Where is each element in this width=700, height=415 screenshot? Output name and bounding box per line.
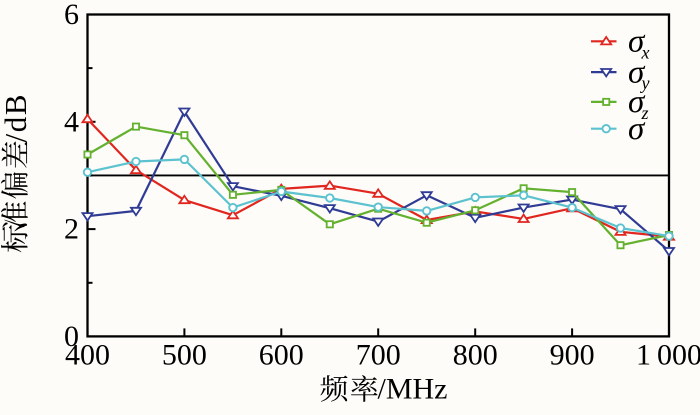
svg-text:z: z — [641, 103, 649, 123]
svg-text:700: 700 — [356, 339, 401, 372]
svg-text:0: 0 — [64, 320, 79, 353]
svg-text:400: 400 — [65, 339, 110, 372]
svg-text:4: 4 — [64, 105, 79, 138]
svg-text:800: 800 — [453, 339, 498, 372]
svg-text:900: 900 — [550, 339, 595, 372]
svg-text:x: x — [641, 42, 650, 62]
svg-text:σ: σ — [628, 54, 646, 90]
svg-text:/MHz: /MHz — [378, 373, 448, 406]
svg-text:σ: σ — [628, 24, 646, 60]
svg-text:500: 500 — [162, 339, 207, 372]
svg-text:2: 2 — [64, 213, 79, 246]
svg-text:/dB: /dB — [0, 93, 33, 143]
svg-text:σ: σ — [628, 84, 646, 120]
svg-text:y: y — [640, 73, 650, 93]
svg-text:6: 6 — [64, 0, 79, 31]
svg-text:1 000: 1 000 — [636, 339, 700, 372]
svg-text:600: 600 — [259, 339, 304, 372]
svg-text:σ: σ — [628, 111, 646, 147]
